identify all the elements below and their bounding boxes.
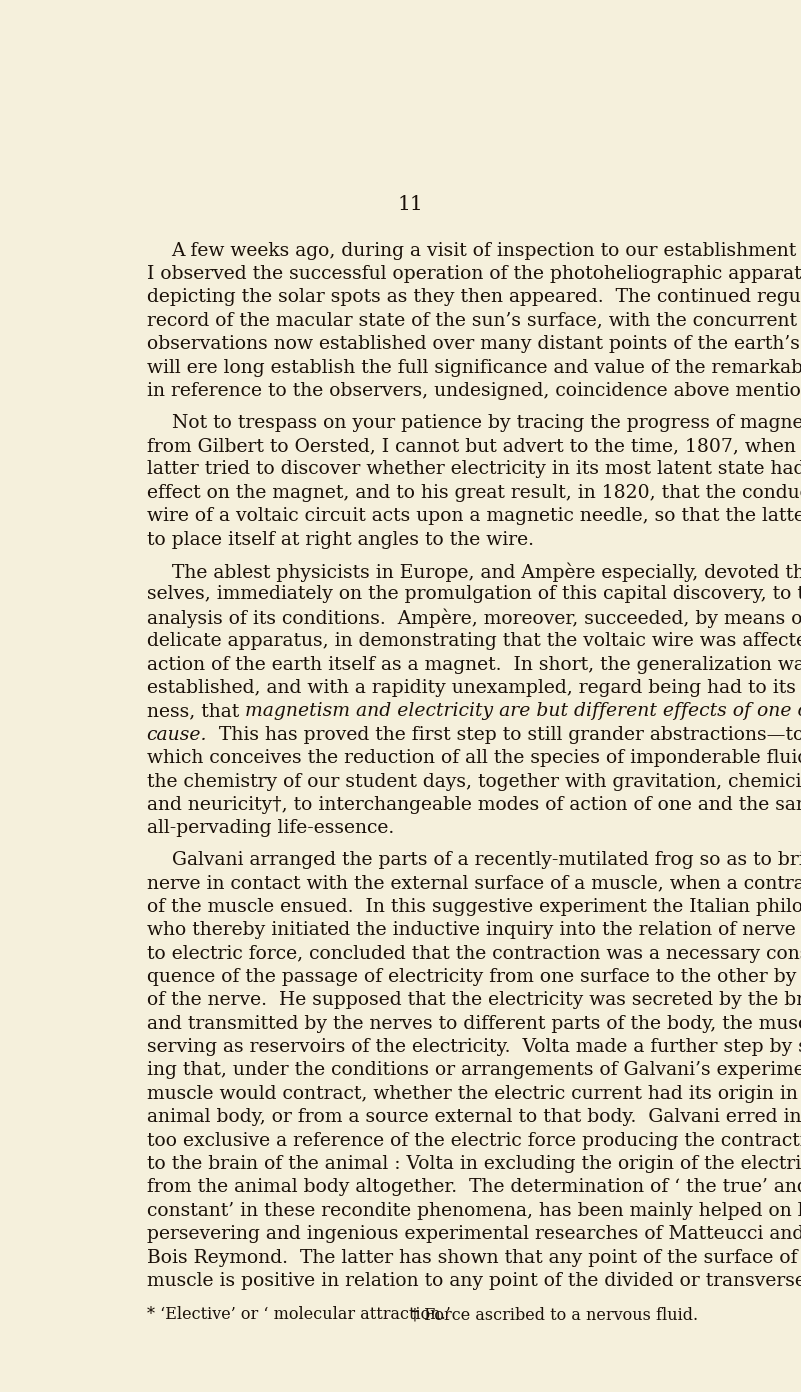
Text: which conceives the reduction of all the species of imponderable fluids of: which conceives the reduction of all the… xyxy=(147,749,801,767)
Text: from the animal body altogether.  The determination of ‘ the true’ and ‘ the: from the animal body altogether. The det… xyxy=(147,1179,801,1196)
Text: nerve in contact with the external surface of a muscle, when a contraction: nerve in contact with the external surfa… xyxy=(147,874,801,892)
Text: muscle is positive in relation to any point of the divided or transverse section: muscle is positive in relation to any po… xyxy=(147,1272,801,1290)
Text: serving as reservoirs of the electricity.  Volta made a further step by show-: serving as reservoirs of the electricity… xyxy=(147,1038,801,1057)
Text: record of the macular state of the sun’s surface, with the concurrent magnetic: record of the macular state of the sun’s… xyxy=(147,312,801,330)
Text: Not to trespass on your patience by tracing the progress of magnetism: Not to trespass on your patience by trac… xyxy=(171,413,801,432)
Text: from Gilbert to Oersted, I cannot but advert to the time, 1807, when the: from Gilbert to Oersted, I cannot but ad… xyxy=(147,437,801,455)
Text: to electric force, concluded that the contraction was a necessary conse-: to electric force, concluded that the co… xyxy=(147,945,801,962)
Text: quence of the passage of electricity from one surface to the other by means: quence of the passage of electricity fro… xyxy=(147,967,801,986)
Text: who thereby initiated the inductive inquiry into the relation of nerve force: who thereby initiated the inductive inqu… xyxy=(147,922,801,940)
Text: magnetism and electricity are but different effects of one common: magnetism and electricity are but differ… xyxy=(245,703,801,721)
Text: 11: 11 xyxy=(397,195,424,214)
Text: to place itself at right angles to the wire.: to place itself at right angles to the w… xyxy=(147,530,533,548)
Text: animal body, or from a source external to that body.  Galvani erred in: animal body, or from a source external t… xyxy=(147,1108,801,1126)
Text: * ‘Elective’ or ‘ molecular attraction.’: * ‘Elective’ or ‘ molecular attraction.’ xyxy=(147,1307,450,1324)
Text: muscle would contract, whether the electric current had its origin in the: muscle would contract, whether the elect… xyxy=(147,1084,801,1102)
Text: in reference to the observers, undesigned, coincidence above mentioned.: in reference to the observers, undesigne… xyxy=(147,381,801,400)
Text: to the brain of the animal : Volta in excluding the origin of the electric force: to the brain of the animal : Volta in ex… xyxy=(147,1155,801,1173)
Text: observations now established over many distant points of the earth’s surface,: observations now established over many d… xyxy=(147,335,801,354)
Text: will ere long establish the full significance and value of the remarkable, and,: will ere long establish the full signifi… xyxy=(147,359,801,377)
Text: depicting the solar spots as they then appeared.  The continued regular: depicting the solar spots as they then a… xyxy=(147,288,801,306)
Text: Bois Reymond.  The latter has shown that any point of the surface of a: Bois Reymond. The latter has shown that … xyxy=(147,1249,801,1267)
Text: A few weeks ago, during a visit of inspection to our establishment at Kew,: A few weeks ago, during a visit of inspe… xyxy=(171,242,801,260)
Text: analysis of its conditions.  Ampère, moreover, succeeded, by means of a: analysis of its conditions. Ampère, more… xyxy=(147,608,801,628)
Text: constant’ in these recondite phenomena, has been mainly helped on by the: constant’ in these recondite phenomena, … xyxy=(147,1201,801,1219)
Text: This has proved the first step to still grander abstractions—to that: This has proved the first step to still … xyxy=(207,725,801,743)
Text: cause.: cause. xyxy=(147,725,207,743)
Text: the chemistry of our student days, together with gravitation, chemicity*,: the chemistry of our student days, toget… xyxy=(147,773,801,791)
Text: and neuricity†, to interchangeable modes of action of one and the same: and neuricity†, to interchangeable modes… xyxy=(147,796,801,814)
Text: of the nerve.  He supposed that the electricity was secreted by the brain,: of the nerve. He supposed that the elect… xyxy=(147,991,801,1009)
Text: effect on the magnet, and to his great result, in 1820, that the conducting-: effect on the magnet, and to his great r… xyxy=(147,484,801,501)
Text: ness, that: ness, that xyxy=(147,703,245,721)
Text: established, and with a rapidity unexampled, regard being had to its great-: established, and with a rapidity unexamp… xyxy=(147,679,801,697)
Text: latter tried to discover whether electricity in its most latent state had any: latter tried to discover whether electri… xyxy=(147,461,801,479)
Text: The ablest physicists in Europe, and Ampère especially, devoted them-: The ablest physicists in Europe, and Amp… xyxy=(171,562,801,582)
Text: I observed the successful operation of the photoheliographic apparatus in: I observed the successful operation of t… xyxy=(147,264,801,283)
Text: † Force ascribed to a nervous fluid.: † Force ascribed to a nervous fluid. xyxy=(410,1307,698,1324)
Text: action of the earth itself as a magnet.  In short, the generalization was: action of the earth itself as a magnet. … xyxy=(147,656,801,674)
Text: selves, immediately on the promulgation of this capital discovery, to the: selves, immediately on the promulgation … xyxy=(147,586,801,604)
Text: delicate apparatus, in demonstrating that the voltaic wire was affected by the: delicate apparatus, in demonstrating tha… xyxy=(147,632,801,650)
Text: persevering and ingenious experimental researches of Matteucci and Du: persevering and ingenious experimental r… xyxy=(147,1225,801,1243)
Text: of the muscle ensued.  In this suggestive experiment the Italian philosopher,: of the muscle ensued. In this suggestive… xyxy=(147,898,801,916)
Text: too exclusive a reference of the electric force producing the contraction: too exclusive a reference of the electri… xyxy=(147,1132,801,1150)
Text: ing that, under the conditions or arrangements of Galvani’s experiments, the: ing that, under the conditions or arrang… xyxy=(147,1062,801,1079)
Text: Galvani arranged the parts of a recently-mutilated frog so as to bring a: Galvani arranged the parts of a recently… xyxy=(171,851,801,869)
Text: wire of a voltaic circuit acts upon a magnetic needle, so that the latter tends: wire of a voltaic circuit acts upon a ma… xyxy=(147,507,801,525)
Text: all-pervading life-essence.: all-pervading life-essence. xyxy=(147,820,394,838)
Text: and transmitted by the nerves to different parts of the body, the muscles: and transmitted by the nerves to differe… xyxy=(147,1015,801,1033)
